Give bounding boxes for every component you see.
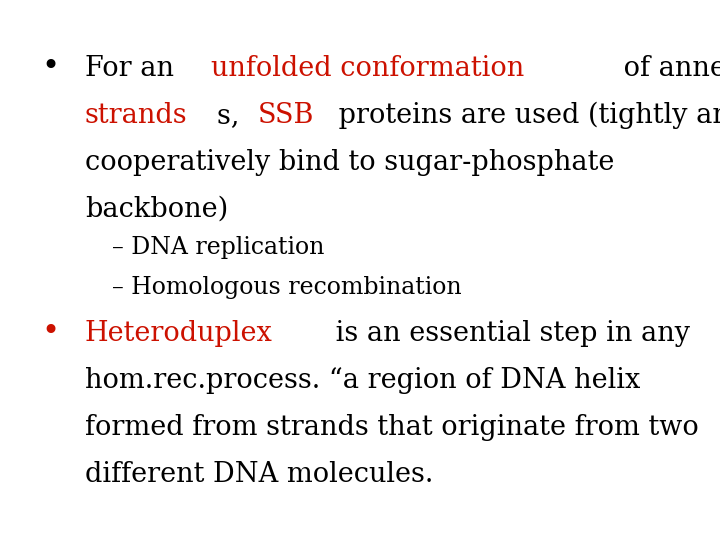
Text: different DNA molecules.: different DNA molecules.	[85, 461, 433, 488]
Text: •: •	[42, 318, 60, 348]
Text: backbone): backbone)	[85, 195, 228, 222]
Text: of annealing: of annealing	[615, 55, 720, 82]
Text: is an essential step in any: is an essential step in any	[328, 320, 690, 347]
Text: cooperatively bind to sugar-phosphate: cooperatively bind to sugar-phosphate	[85, 148, 614, 176]
Text: – DNA replication: – DNA replication	[112, 236, 324, 259]
Text: Heteroduplex: Heteroduplex	[85, 320, 273, 347]
Text: SSB: SSB	[257, 102, 314, 129]
Text: hom.rec.process. “a region of DNA helix: hom.rec.process. “a region of DNA helix	[85, 367, 640, 394]
Text: •: •	[42, 52, 60, 83]
Text: For an: For an	[85, 55, 183, 82]
Text: proteins are used (tightly and: proteins are used (tightly and	[330, 101, 720, 129]
Text: – Homologous recombination: – Homologous recombination	[112, 276, 462, 299]
Text: unfolded conformation: unfolded conformation	[211, 55, 524, 82]
Text: strands: strands	[85, 102, 188, 129]
Text: s,: s,	[217, 102, 248, 129]
Text: formed from strands that originate from two: formed from strands that originate from …	[85, 414, 698, 441]
